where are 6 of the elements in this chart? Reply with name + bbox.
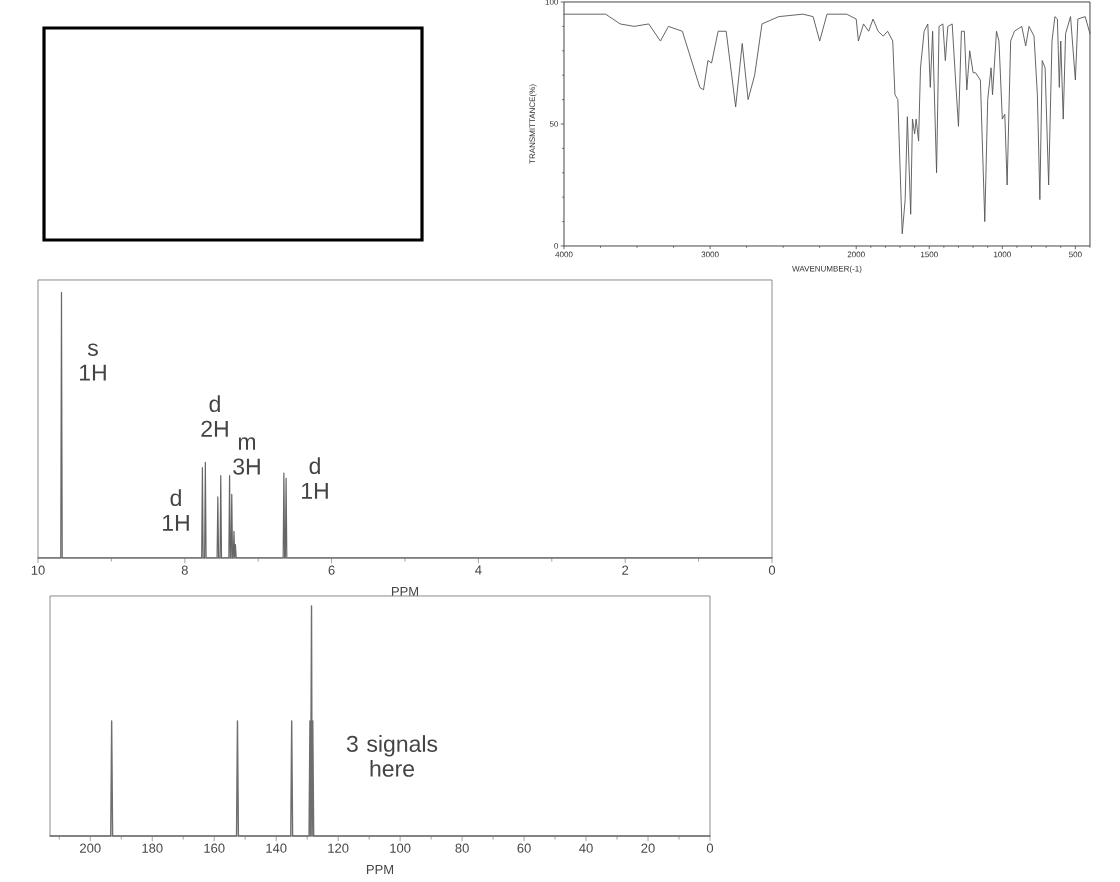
annotation: d 1H: [302, 457, 328, 499]
annotation: 3 signals here: [346, 735, 438, 777]
annotation: s 1H: [80, 343, 106, 381]
annotation: d 1H: [163, 489, 189, 531]
annotation: d 2H: [201, 395, 228, 437]
annotation: m 3H: [233, 437, 260, 475]
